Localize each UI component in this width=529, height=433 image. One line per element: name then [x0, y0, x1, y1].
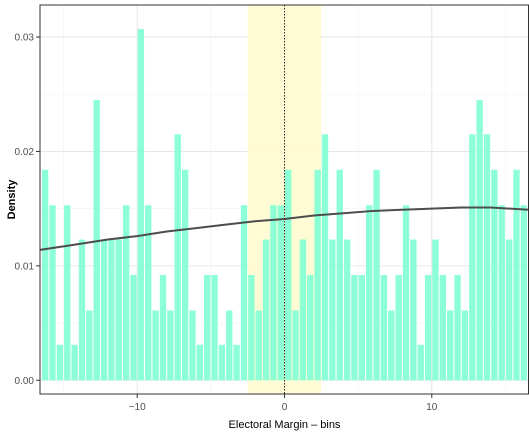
histogram-bar	[248, 275, 255, 381]
y-axis: 0.00 0.01 0.02 0.03	[15, 33, 40, 387]
histogram-bar	[454, 275, 461, 381]
histogram-bar	[299, 239, 307, 381]
histogram-bar	[447, 310, 454, 381]
histogram-bar	[336, 169, 343, 381]
y-tick-label: 0.01	[15, 261, 35, 272]
histogram-bar	[513, 169, 520, 381]
histogram-bar	[469, 134, 476, 381]
histogram-bar	[358, 275, 366, 381]
histogram-bar	[255, 310, 262, 381]
histogram-bar	[167, 310, 174, 381]
histogram-bar	[137, 29, 145, 381]
histogram-bar	[410, 239, 417, 381]
histogram-bar	[373, 169, 380, 381]
y-tick-label: 0.03	[15, 33, 35, 44]
histogram-bar	[203, 275, 211, 381]
histogram-bar	[343, 239, 351, 381]
histogram-bar	[86, 310, 93, 381]
x-axis-title: Electoral Margin – bins	[229, 419, 341, 431]
histogram-bar	[174, 134, 181, 381]
histogram-bar	[380, 275, 388, 381]
histogram-bar	[424, 275, 432, 381]
histogram-bar	[277, 205, 284, 381]
histogram-bar	[181, 169, 189, 381]
histogram-bar	[351, 275, 358, 381]
histogram-bar	[432, 239, 439, 381]
histogram-bar	[292, 310, 299, 381]
histogram-bar	[108, 239, 115, 381]
x-tick-label: −10	[129, 402, 146, 413]
histogram-bar	[395, 275, 402, 381]
histogram-bar	[100, 239, 108, 381]
histogram-bar	[189, 310, 196, 381]
y-tick-label: 0.00	[15, 376, 35, 387]
x-tick-label: 10	[426, 402, 438, 413]
y-axis-title: Density	[6, 179, 18, 220]
histogram-bar	[115, 239, 122, 381]
histogram-bar	[211, 275, 218, 381]
histogram-bar	[461, 310, 469, 381]
histogram-bar	[402, 205, 410, 381]
histogram-bar	[56, 344, 64, 381]
histogram-bar	[520, 205, 528, 381]
histogram-bar	[122, 205, 130, 381]
histogram-bar	[93, 99, 100, 381]
histogram-bar	[483, 134, 491, 381]
histogram-bar	[270, 205, 277, 381]
histogram-bar	[64, 205, 71, 381]
histogram-bar	[388, 310, 395, 381]
histogram-bar	[159, 275, 167, 381]
histogram-bar	[233, 344, 240, 381]
x-axis: −10 0 10	[129, 394, 438, 413]
histogram-bar	[218, 344, 226, 381]
histogram-bar	[314, 169, 321, 381]
histogram-bar	[130, 275, 137, 381]
histogram-bar	[41, 169, 49, 381]
histogram-bars	[41, 29, 529, 381]
histogram-bar	[476, 99, 483, 381]
histogram-bar	[196, 344, 203, 381]
histogram-bar	[329, 239, 336, 381]
histogram-bar	[240, 205, 248, 381]
y-tick-label: 0.02	[15, 147, 35, 158]
histogram-bar	[262, 239, 270, 381]
histogram-bar	[226, 310, 233, 381]
histogram-bar	[491, 169, 498, 381]
histogram-bar	[366, 205, 373, 381]
histogram-bar	[152, 310, 159, 381]
histogram-bar	[498, 205, 505, 381]
histogram-bar	[307, 275, 314, 381]
histogram-bar	[78, 239, 86, 381]
x-tick-label: 0	[282, 402, 288, 413]
histogram-bar	[417, 344, 424, 381]
histogram-bar	[285, 169, 292, 381]
histogram-bar	[71, 344, 78, 381]
histogram-bar	[49, 205, 56, 381]
histogram-bar	[439, 275, 447, 381]
histogram-bar	[505, 239, 513, 381]
histogram-bar	[321, 134, 329, 381]
histogram-bar	[145, 205, 152, 381]
